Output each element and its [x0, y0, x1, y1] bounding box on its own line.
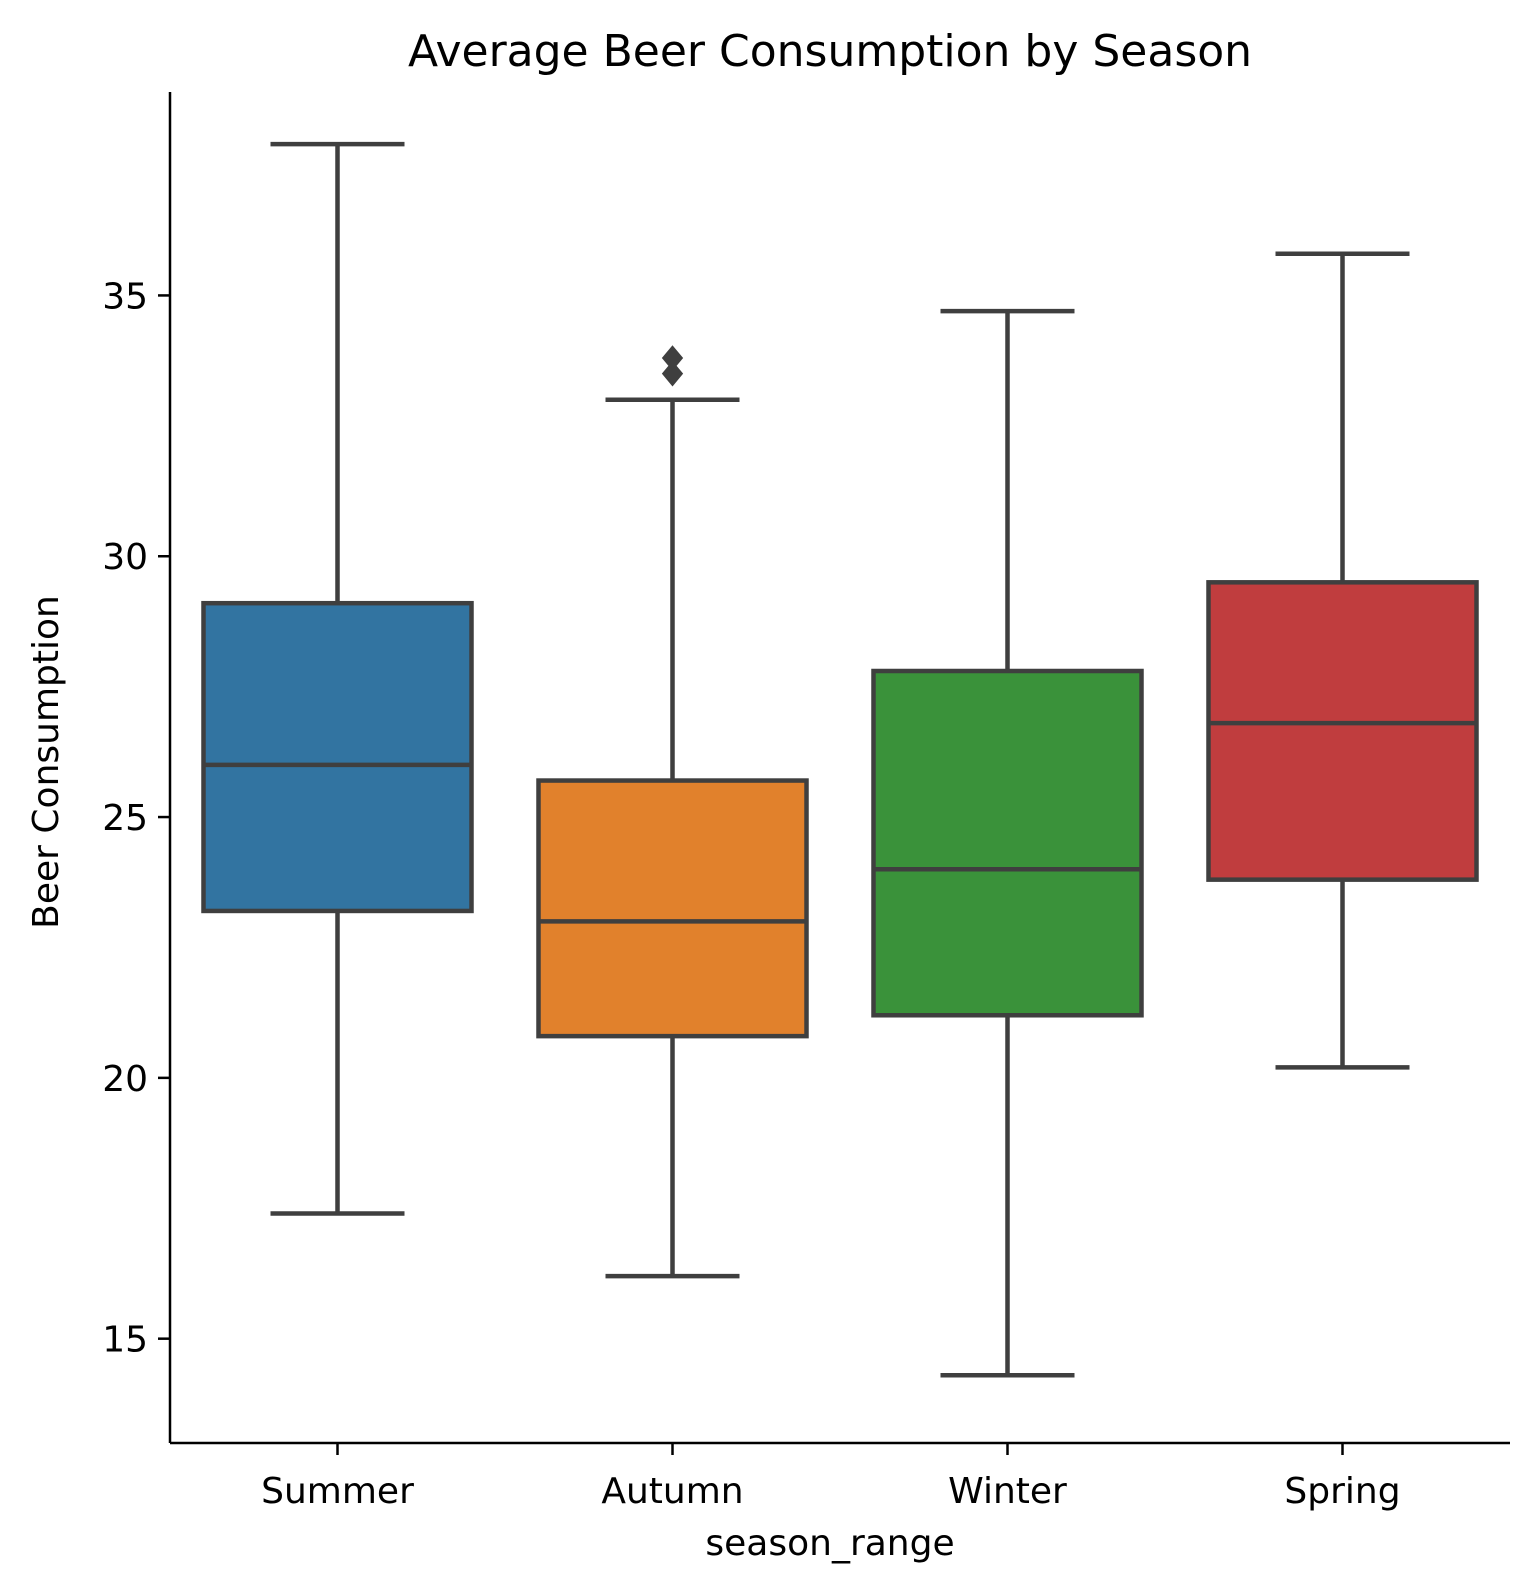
y-tick-label: 35 [102, 276, 148, 317]
y-tick-label: 25 [102, 798, 148, 839]
box-spring [1206, 580, 1479, 882]
x-tick-label: Winter [948, 1471, 1067, 1512]
x-axis-label: season_range [705, 1523, 954, 1564]
y-tick-label: 20 [102, 1059, 148, 1100]
box-summer [201, 600, 474, 914]
box-winter [871, 668, 1144, 1018]
plot-area: 15 20 25 30 35 Summer Autumn Winter Spring [102, 92, 1510, 1512]
chart-title: Average Beer Consumption by Season [408, 26, 1252, 77]
y-tick-label: 15 [102, 1320, 148, 1361]
box-autumn [536, 778, 809, 1039]
x-tick-label: Autumn [601, 1471, 743, 1512]
outlier-autumn [661, 345, 684, 371]
y-tick-label: 30 [102, 537, 148, 578]
x-tick-label: Summer [261, 1471, 414, 1512]
outlier-autumn [661, 360, 684, 387]
x-tick-label: Spring [1284, 1471, 1400, 1512]
y-axis-label: Beer Consumption [26, 595, 67, 929]
